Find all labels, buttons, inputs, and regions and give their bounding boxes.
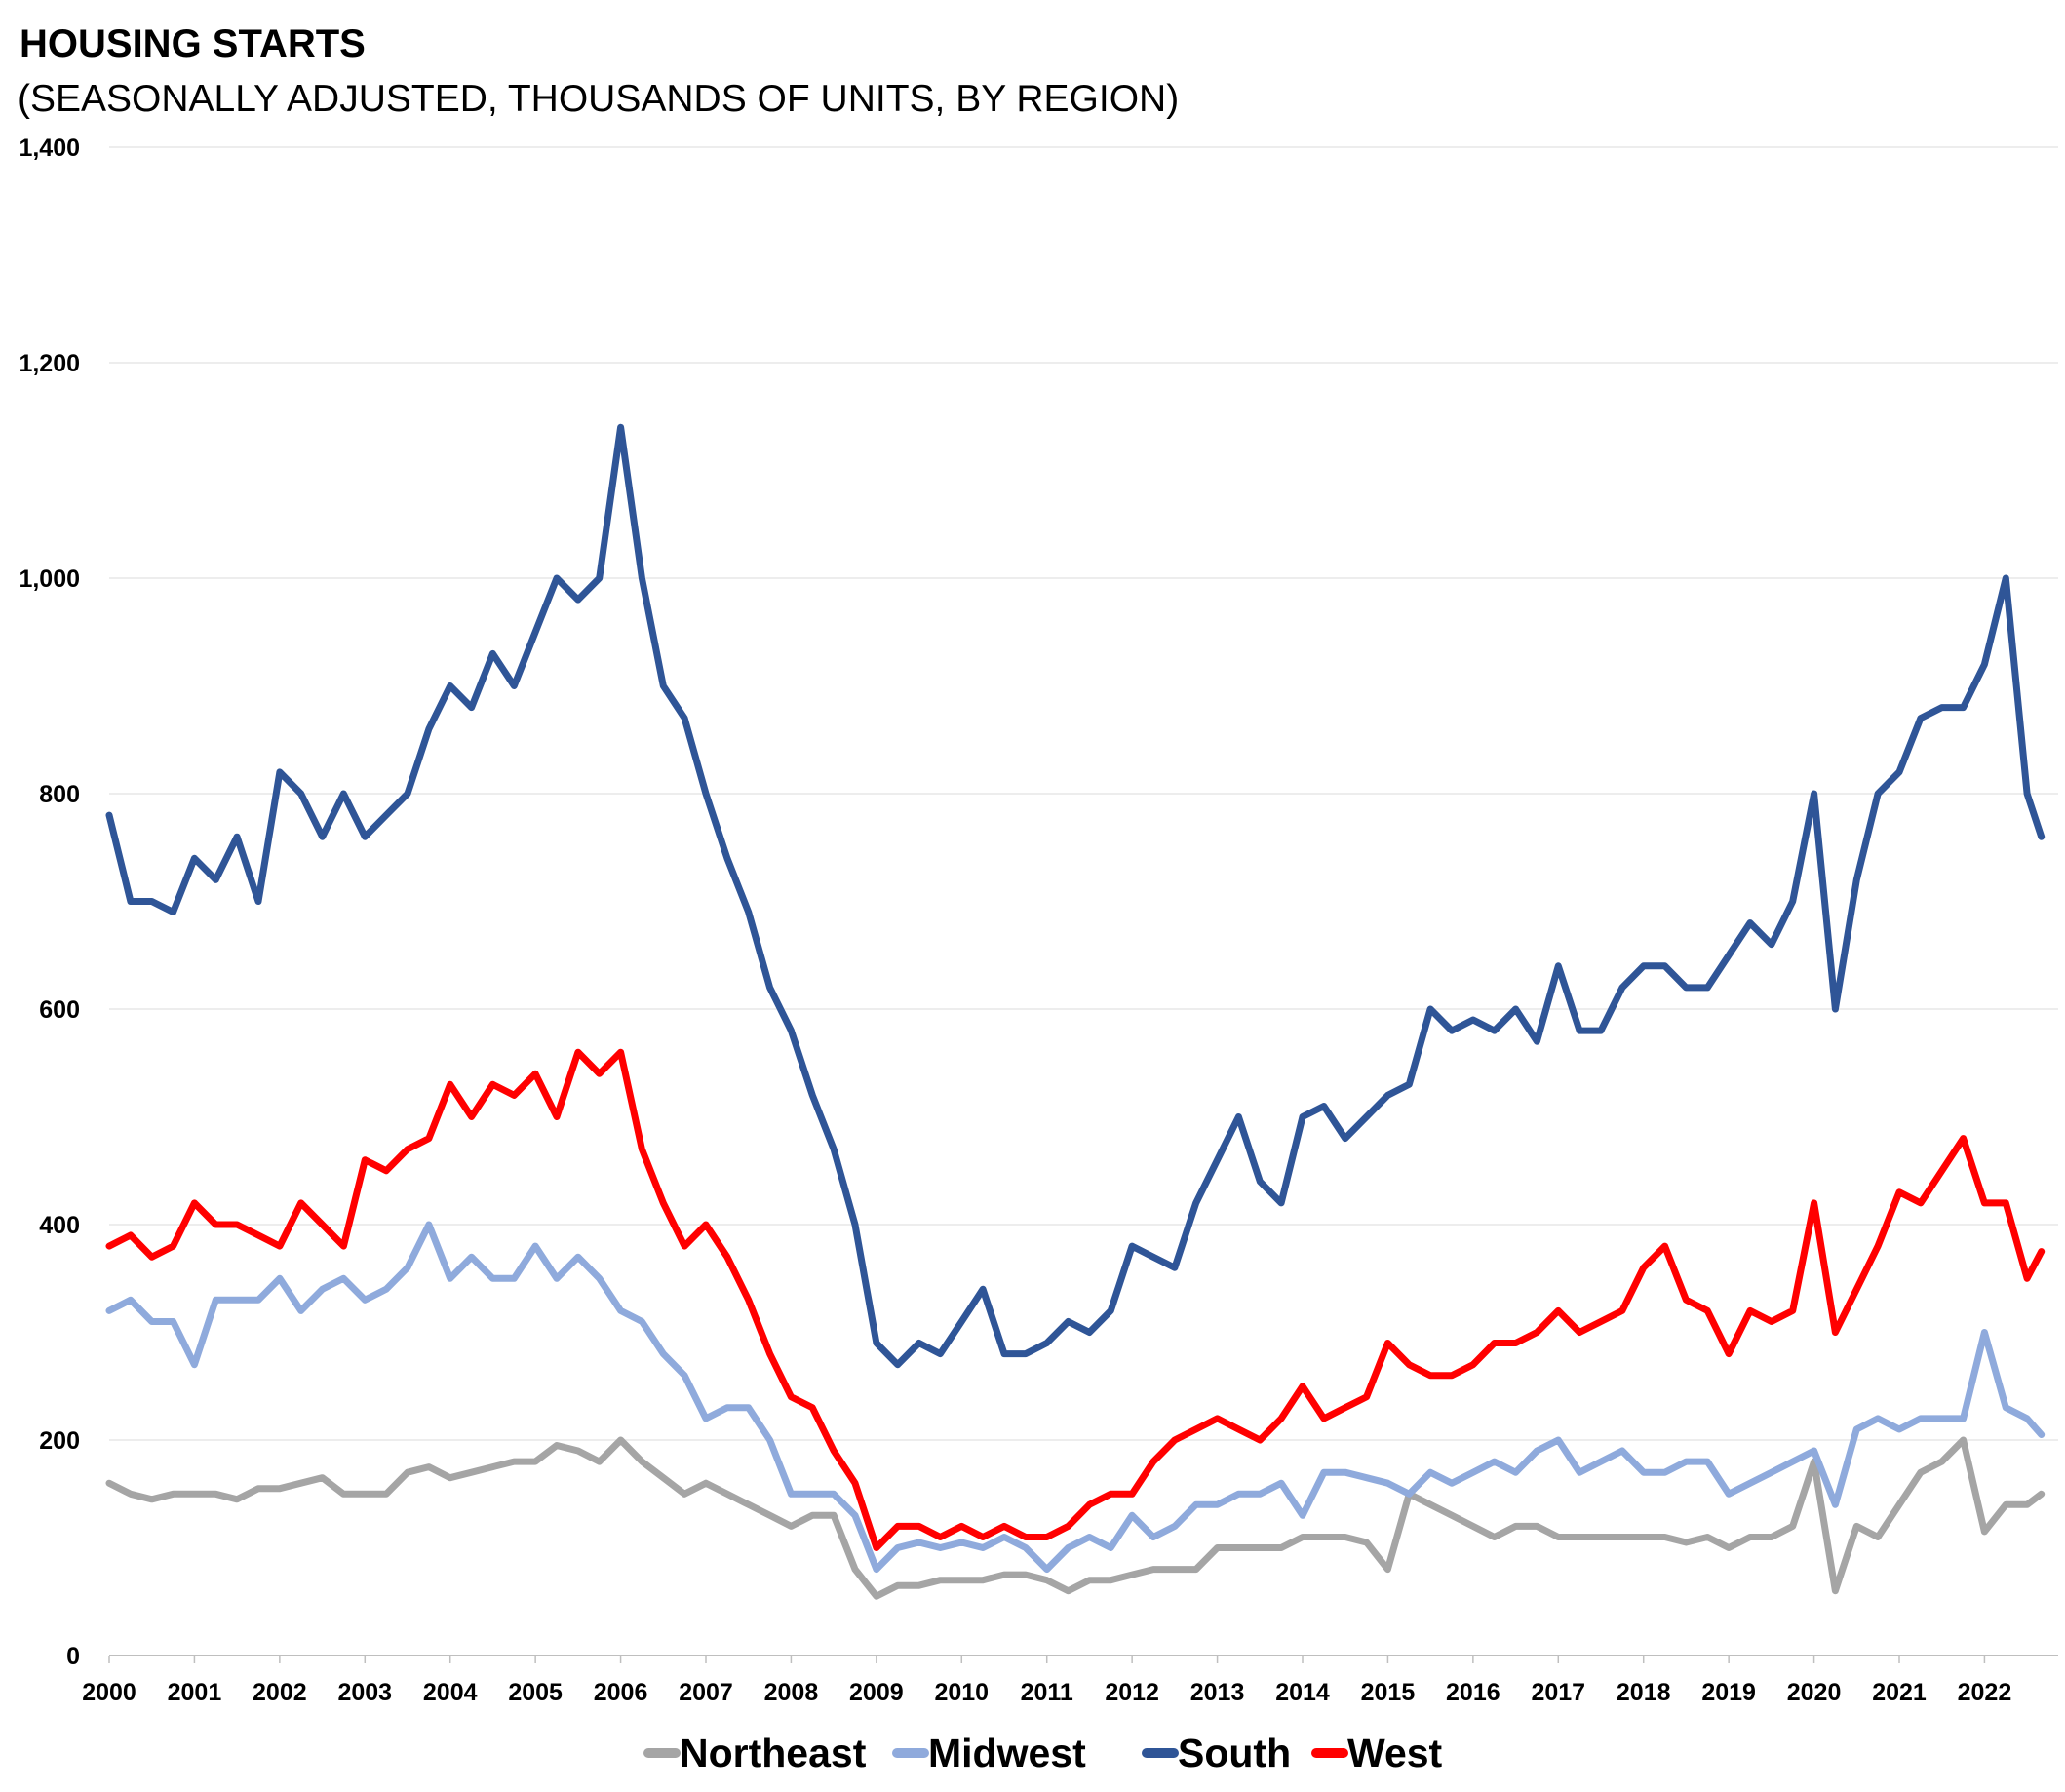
x-tick-label: 2015 bbox=[1361, 1679, 1416, 1706]
legend-item-northeast: Northeast bbox=[643, 1731, 867, 1775]
y-tick-label: 0 bbox=[66, 1643, 80, 1670]
y-tick-label: 200 bbox=[39, 1427, 80, 1455]
gridlines bbox=[109, 146, 2058, 1656]
x-tick-label: 2014 bbox=[1275, 1679, 1330, 1706]
x-tick-label: 2019 bbox=[1701, 1679, 1756, 1706]
series-line-midwest bbox=[105, 1221, 2046, 1574]
x-tick-label: 2008 bbox=[764, 1679, 819, 1706]
legend-item-midwest: Midwest bbox=[892, 1731, 1086, 1775]
x-tick-label: 2009 bbox=[849, 1679, 904, 1706]
y-tick-label: 1,400 bbox=[19, 135, 80, 162]
legend-label: Northeast bbox=[680, 1731, 867, 1775]
x-tick-label: 2011 bbox=[1021, 1679, 1073, 1706]
x-tick-label: 2007 bbox=[679, 1679, 733, 1706]
x-tick-label: 2020 bbox=[1787, 1679, 1842, 1706]
x-tick-label: 2004 bbox=[423, 1679, 478, 1706]
x-tick-label: 2012 bbox=[1105, 1679, 1159, 1706]
series-line-northeast bbox=[105, 1436, 2046, 1600]
legend-label: West bbox=[1347, 1731, 1443, 1775]
x-tick-label: 2016 bbox=[1446, 1679, 1500, 1706]
x-tick-label: 2010 bbox=[934, 1679, 989, 1706]
y-tick-label: 800 bbox=[39, 781, 80, 808]
x-tick-label: 2000 bbox=[82, 1679, 136, 1706]
y-axis-ticks: 0 200 400 600 800 1,000 1,200 1,400 bbox=[19, 135, 80, 1670]
x-tick-label: 2022 bbox=[1958, 1679, 2012, 1706]
y-tick-label: 400 bbox=[39, 1212, 80, 1239]
y-tick-label: 1,200 bbox=[19, 350, 80, 377]
x-tick-label: 2006 bbox=[594, 1679, 648, 1706]
y-tick-label: 1,000 bbox=[19, 565, 80, 593]
x-axis-ticks: 2000 2001 2002 2003 2004 2005 2006 2007 2008 2009… bbox=[82, 1656, 2011, 1706]
legend-label: Midwest bbox=[928, 1731, 1086, 1775]
series-lines bbox=[105, 423, 2046, 1600]
y-tick-label: 600 bbox=[39, 996, 80, 1024]
series-line-south bbox=[105, 423, 2046, 1369]
x-tick-label: 2001 bbox=[168, 1679, 222, 1706]
x-tick-label: 2021 bbox=[1872, 1679, 1927, 1706]
legend-label: South bbox=[1178, 1731, 1291, 1775]
chart-title: HOUSING STARTS bbox=[19, 22, 366, 65]
x-tick-label: 2002 bbox=[253, 1679, 307, 1706]
x-tick-label: 2013 bbox=[1190, 1679, 1245, 1706]
series-line-west bbox=[105, 1048, 2046, 1551]
x-tick-label: 2005 bbox=[508, 1679, 563, 1706]
x-tick-label: 2017 bbox=[1531, 1679, 1585, 1706]
legend: Northeast Midwest South West bbox=[643, 1731, 1443, 1775]
x-tick-label: 2003 bbox=[337, 1679, 392, 1706]
x-tick-label: 2018 bbox=[1617, 1679, 1671, 1706]
legend-item-west: West bbox=[1311, 1731, 1443, 1775]
chart-subtitle: (SEASONALLY ADJUSTED, THOUSANDS OF UNITS… bbox=[18, 78, 1179, 120]
legend-item-south: South bbox=[1142, 1731, 1291, 1775]
